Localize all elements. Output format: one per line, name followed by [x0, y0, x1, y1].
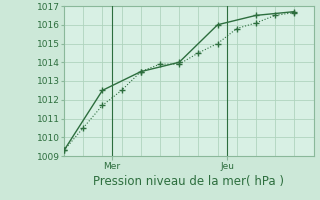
X-axis label: Pression niveau de la mer( hPa ): Pression niveau de la mer( hPa ): [93, 175, 284, 188]
